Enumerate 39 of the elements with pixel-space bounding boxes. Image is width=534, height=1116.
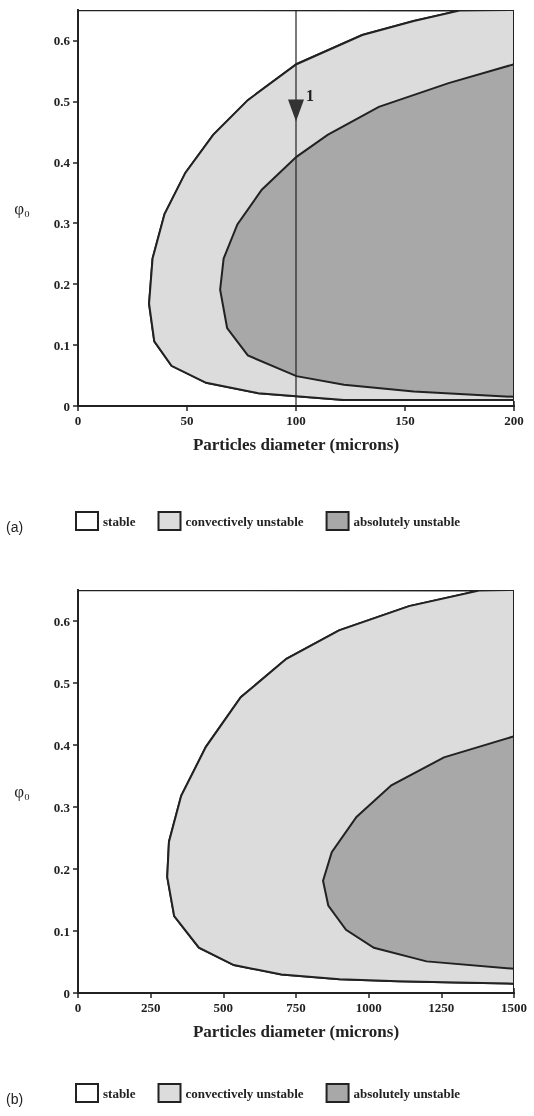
- x-tick-label: 100: [286, 413, 306, 428]
- y-tick-label: 0.6: [53, 32, 71, 48]
- y-tick-label: 0.4: [53, 154, 71, 170]
- y-tick-label: 0.2: [53, 276, 70, 292]
- y-tick-label: 0.5: [53, 93, 71, 109]
- legend-label: absolutely unstable: [353, 1085, 461, 1101]
- y-tick-label: 0.3: [53, 799, 71, 815]
- x-tick-label: 0: [74, 413, 82, 428]
- x-tick-label: 250: [140, 1000, 161, 1015]
- y-axis-title: φ₀: [14, 782, 31, 801]
- x-tick-label: 200: [504, 413, 524, 428]
- y-tick-label: 0.4: [53, 737, 71, 753]
- y-tick-label: 0.2: [53, 861, 70, 877]
- legend-label: convectively unstable: [185, 1085, 304, 1101]
- x-axis-title: Particles diameter (microns): [192, 435, 400, 454]
- annotation: 1: [306, 86, 314, 104]
- legend-label: stable: [103, 513, 136, 529]
- text: (a): [6, 519, 24, 535]
- x-tick-label: 500: [213, 1000, 234, 1015]
- x-tick-label: 0: [74, 1000, 82, 1015]
- legend-label: absolutely unstable: [353, 513, 461, 529]
- x-tick-label: 1000: [355, 1000, 382, 1015]
- x-tick-label: 1250: [428, 1000, 455, 1015]
- x-tick-label: 150: [395, 413, 415, 428]
- legend-label: stable: [103, 1085, 136, 1101]
- text: (b): [6, 1091, 24, 1107]
- legend-label: convectively unstable: [185, 513, 304, 529]
- y-tick-label: 0.3: [53, 215, 71, 231]
- x-tick-label: 1500: [501, 1000, 527, 1015]
- y-axis-title: φ₀: [14, 198, 31, 218]
- y-tick-label: 0.6: [53, 613, 71, 629]
- y-tick-label: 0.1: [53, 337, 70, 353]
- x-tick-label: 750: [286, 1000, 306, 1015]
- y-tick-label: 0.1: [53, 923, 70, 939]
- x-axis-title: Particles diameter (microns): [192, 1022, 400, 1041]
- y-tick-label: 0: [63, 985, 70, 1001]
- y-tick-label: 0: [63, 398, 70, 414]
- y-tick-label: 0.5: [53, 675, 71, 691]
- x-tick-label: 50: [180, 413, 194, 428]
